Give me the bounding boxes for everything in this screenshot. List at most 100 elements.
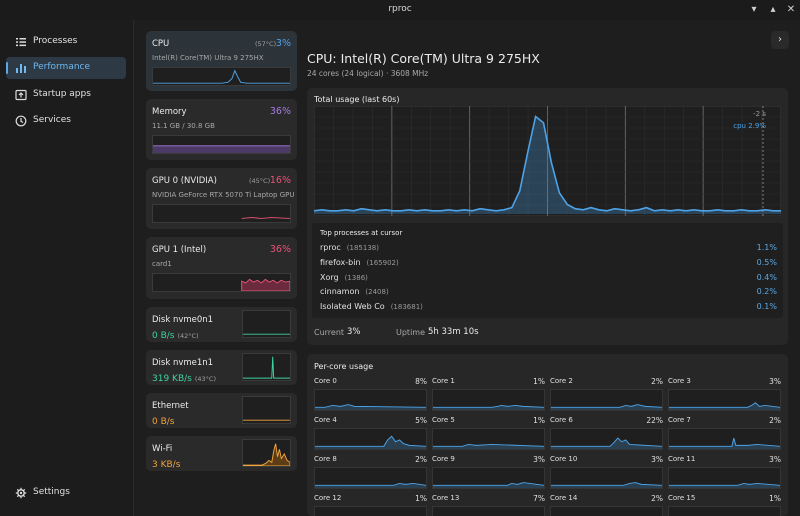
device-temp: (42°C) [177,332,199,340]
core-tile: Core 5 1% [432,416,545,451]
process-name: Xorg [320,273,339,282]
minimize-button[interactable]: ▾ [751,4,757,15]
device-card-wifi[interactable]: Wi-Fi 3 KB/s [146,436,297,471]
core-sparkline [432,389,545,411]
disk1-sparkline [242,353,291,381]
sidebar-item-startup-apps[interactable]: Startup apps [6,84,126,106]
core-name: Core 12 [314,494,342,502]
page-subtitle: 24 cores (24 logical) · 3608 MHz [307,69,429,78]
device-temp: (57°C) [255,40,277,48]
device-value: 0 B/s (42°C) [152,331,199,341]
device-value: 0 B/s [152,417,175,427]
core-sparkline [314,389,427,411]
gpu0-sparkline [152,204,291,223]
device-pct: 36% [269,106,291,117]
uptime-value: 5h 33m 10s [428,327,479,337]
usage-series-line [314,115,781,212]
core-pct: 2% [769,416,781,425]
ethernet-sparkline [242,396,291,424]
process-row[interactable]: Isolated Web Co (183681) 0.1% [320,302,777,314]
usage-chart[interactable]: -2 s cpu 2.9% [314,106,781,216]
core-tile: Core 6 22% [550,416,663,451]
device-pct: 36% [269,244,291,255]
expand-button[interactable]: › [771,31,789,49]
core-sparkline [668,467,781,489]
sidebar-item-services[interactable]: Services [6,110,126,132]
process-name: Isolated Web Co [320,302,385,311]
process-row[interactable]: cinnamon (2408) 0.2% [320,287,777,299]
startup-icon [15,89,27,101]
list-icon [16,38,26,47]
core-tile: Core 8 2% [314,455,427,490]
core-name: Core 14 [550,494,578,502]
device-name: Ethernet [152,401,189,411]
core-pct: 2% [415,455,427,464]
core-pct: 3% [533,455,545,464]
device-card-gpu0[interactable]: GPU 0 (NVIDIA) (45°C) 16% NVIDIA GeForce… [146,168,297,229]
core-tile: Core 15 1% [668,494,781,516]
core-name: Core 0 [314,377,337,385]
process-cpu: 0.5% [756,258,777,267]
gear-icon [15,487,27,499]
core-tile: Core 11 3% [668,455,781,490]
core-sparkline [432,506,545,516]
core-pct: 1% [415,494,427,503]
sidebar-item-processes[interactable]: Processes [6,31,126,53]
core-pct: 3% [769,455,781,464]
chart-bars-icon [16,64,26,73]
device-value: 319 KB/s (43°C) [152,374,216,384]
device-name: GPU 1 (Intel) [152,245,207,255]
current-label: Current [314,328,345,337]
process-name: rproc [320,243,341,252]
device-subtitle: NVIDIA GeForce RTX 5070 Ti Laptop GPU [152,191,295,199]
core-tile: Core 3 3% [668,377,781,412]
sidebar-item-label: Services [33,115,71,125]
page-title: CPU: Intel(R) Core(TM) Ultra 9 275HX [307,51,540,66]
core-sparkline [550,389,663,411]
process-name: firefox-bin [320,258,361,267]
core-tile: Core 13 7% [432,494,545,516]
device-card-disk-nvme1n1[interactable]: Disk nvme1n1 319 KB/s (43°C) [146,350,297,385]
process-row[interactable]: firefox-bin (165902) 0.5% [320,258,777,270]
core-pct: 1% [769,494,781,503]
sidebar-item-label: Performance [33,62,91,72]
chevron-right-icon: › [778,34,782,45]
core-pct: 22% [646,416,663,425]
usage-chart-title: Total usage (last 60s) [314,95,400,104]
core-name: Core 9 [432,455,455,463]
core-sparkline [314,506,427,516]
gpu1-sparkline [152,273,291,292]
close-button[interactable]: ✕ [786,4,796,15]
sidebar-item-label: Startup apps [33,89,91,99]
core-name: Core 3 [668,377,691,385]
usage-area [314,116,781,214]
sidebar-item-label: Processes [33,36,78,46]
device-subtitle: 11.1 GB / 30.8 GB [152,122,215,130]
core-pct: 3% [651,455,663,464]
core-name: Core 6 [550,416,573,424]
settings-button[interactable]: Settings [6,482,126,504]
core-sparkline [550,506,663,516]
core-sparkline [668,428,781,450]
core-name: Core 11 [668,455,696,463]
process-row[interactable]: Xorg (1386) 0.4% [320,273,777,285]
core-sparkline [550,428,663,450]
top-processes: Top processes at cursor rproc (185138) 1.1… [312,223,783,318]
core-pct: 1% [533,377,545,386]
device-card-memory[interactable]: Memory 36% 11.1 GB / 30.8 GB [146,99,297,160]
sidebar-item-performance[interactable]: Performance [6,57,126,79]
core-sparkline [550,467,663,489]
process-row[interactable]: rproc (185138) 1.1% [320,243,777,255]
core-name: Core 2 [550,377,573,385]
process-pid: (2408) [365,288,389,296]
core-tile: Core 12 1% [314,494,427,516]
core-tile: Core 14 2% [550,494,663,516]
device-card-gpu1[interactable]: GPU 1 (Intel) 36% card1 [146,237,297,299]
device-card-ethernet[interactable]: Ethernet 0 B/s [146,393,297,428]
device-card-disk-nvme0n1[interactable]: Disk nvme0n1 0 B/s (42°C) [146,307,297,342]
device-card-cpu[interactable]: CPU (57°C) 3% Intel(R) Core(TM) Ultra 9 … [146,31,297,91]
top-processes-title: Top processes at cursor [320,229,403,237]
settings-label: Settings [33,487,70,497]
core-sparkline [668,389,781,411]
maximize-button[interactable]: ▴ [770,4,776,15]
